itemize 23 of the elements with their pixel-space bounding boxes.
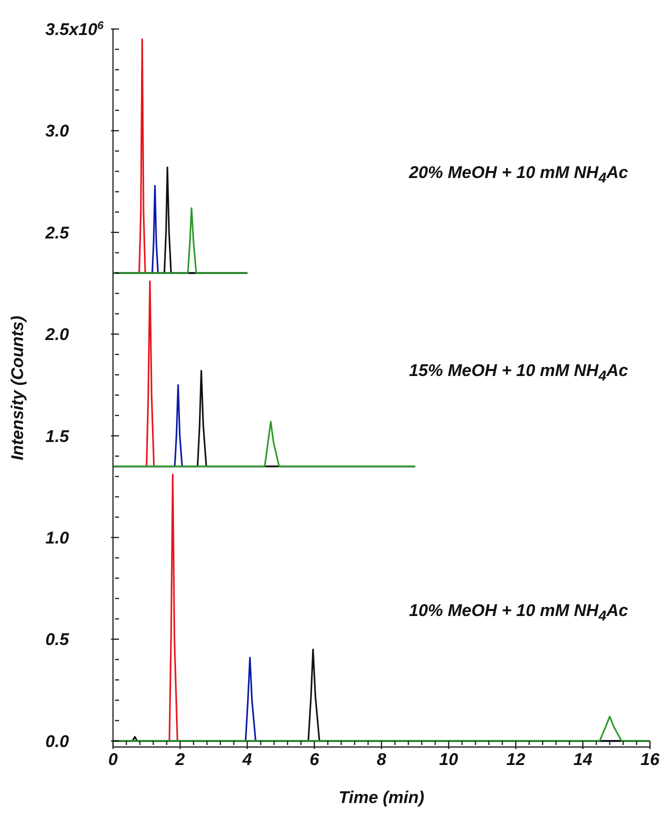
x-tick-label: 8	[376, 750, 387, 769]
annotation: 15% MeOH + 10 mM NH$_{4}$Ac	[409, 361, 628, 386]
y-tick-label: 1.5	[45, 426, 70, 446]
x-tick-label: 16	[640, 750, 660, 769]
y-tick-label: 3.5	[45, 20, 70, 39]
y-tick-label: 2.0	[44, 325, 70, 344]
annotation: 10% MeOH + 10 mM NH$_{4}$Ac	[409, 601, 628, 626]
x-tick-label: 12	[506, 750, 526, 769]
annotation: 20% MeOH + 10 mM NH$_{4}$Ac	[409, 163, 628, 188]
x-tick-label: 4	[242, 750, 253, 769]
y-axis-title: Intensity (Counts)	[8, 315, 27, 460]
x-tick-label: 6	[310, 750, 320, 769]
y-tick-label: 3.0	[45, 122, 70, 141]
x-tick-label: 2	[174, 750, 186, 769]
x-tick-label: 0	[108, 750, 118, 769]
y-tick-label: 0.0	[45, 732, 70, 751]
y-tick-label: 0.5	[45, 630, 70, 650]
y-tick-label: 2.5	[44, 223, 70, 242]
y-tick-label: 1.0	[45, 528, 70, 548]
x-tick-label: 10	[439, 750, 459, 769]
x-tick-label: 14	[573, 750, 593, 769]
text: x10$^{6}$	[68, 20, 104, 39]
x-axis-title: Time (min)	[338, 788, 425, 807]
